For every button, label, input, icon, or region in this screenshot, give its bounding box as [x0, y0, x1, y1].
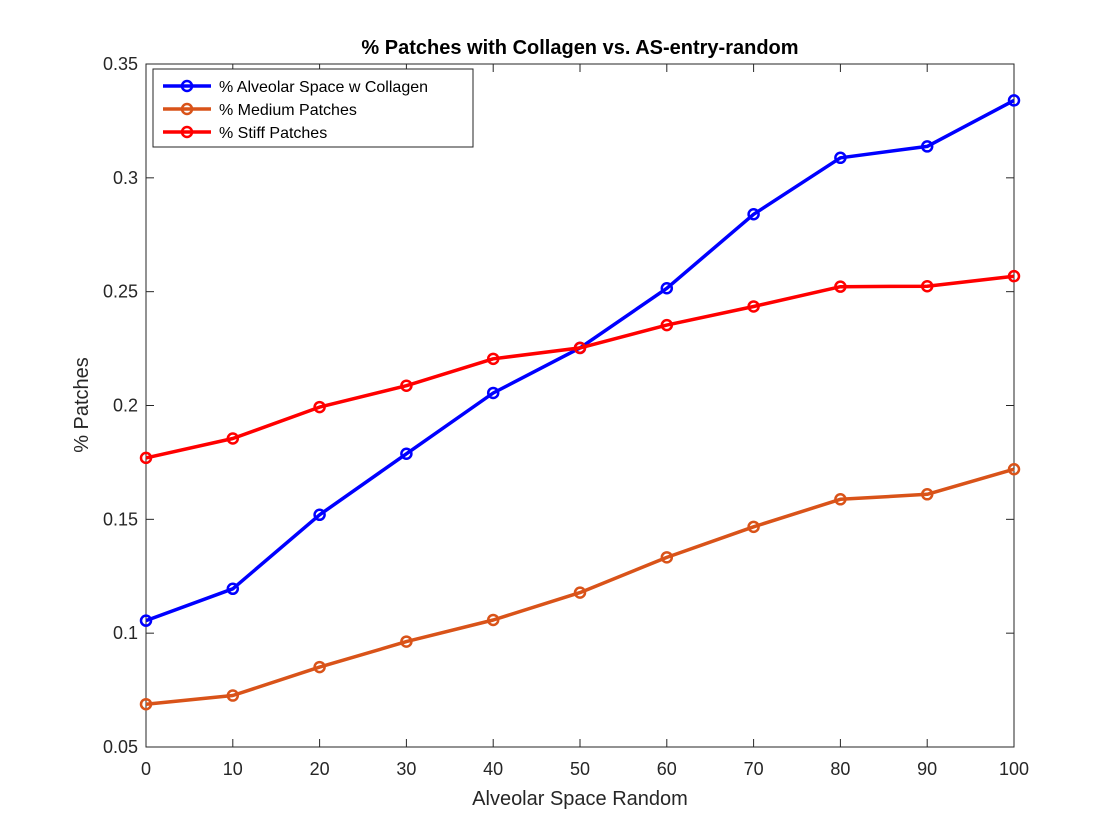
data-point	[400, 379, 413, 392]
series-2	[139, 462, 1021, 711]
series-3	[139, 269, 1021, 465]
y-tick-label: 0.05	[103, 737, 138, 757]
data-point	[660, 318, 674, 332]
data-point	[834, 151, 847, 165]
y-tick-label: 0.3	[113, 168, 138, 188]
data-point	[226, 432, 240, 445]
x-tick-label: 70	[744, 759, 764, 779]
x-tick-label: 100	[999, 759, 1029, 779]
y-tick-label: 0.25	[103, 282, 138, 302]
x-tick-label: 50	[570, 759, 590, 779]
data-point	[313, 400, 326, 414]
data-point	[920, 279, 934, 293]
x-tick-label: 60	[657, 759, 677, 779]
data-point	[226, 582, 240, 596]
data-point	[1007, 94, 1021, 107]
series-line	[145, 467, 1015, 706]
data-point	[747, 300, 760, 313]
data-point	[573, 586, 587, 599]
x-axis-label: Alveolar Space Random	[472, 788, 688, 810]
x-tick-label: 40	[483, 759, 503, 779]
data-point	[313, 508, 326, 522]
axes: 0 10 20 30 40 50 60 70 80 90 100 0.05 0.1 0.15 0.2 0.25…	[103, 54, 1029, 779]
x-tick-label: 20	[310, 759, 330, 779]
data-point	[1007, 269, 1021, 283]
data-point	[400, 635, 413, 648]
series-layer	[139, 94, 1021, 711]
legend-swatch-marker	[180, 125, 194, 139]
chart-title: % Patches with Collagen vs. AS-entry-ran…	[361, 37, 798, 59]
data-point	[834, 493, 847, 506]
data-point	[747, 520, 760, 534]
data-point	[139, 451, 153, 465]
y-tick-label: 0.15	[103, 509, 138, 529]
data-point	[313, 660, 326, 674]
data-point	[660, 282, 674, 295]
x-tick-label: 30	[396, 759, 416, 779]
series-line	[145, 274, 1015, 460]
data-point	[400, 447, 413, 461]
data-point	[747, 208, 760, 221]
legend-label: % Alveolar Space w Collagen	[219, 79, 428, 96]
data-point	[920, 140, 934, 153]
y-axis-label: % Patches	[71, 357, 93, 453]
data-point	[139, 614, 153, 627]
legend-item: % Alveolar Space w Collagen	[163, 79, 428, 96]
data-point	[573, 341, 587, 355]
legend-item: % Medium Patches	[163, 102, 357, 119]
data-point	[660, 551, 674, 564]
legend-label: % Stiff Patches	[219, 125, 327, 142]
x-tick-label: 0	[141, 759, 151, 779]
x-tick-label: 90	[917, 759, 937, 779]
y-tick-label: 0.2	[113, 396, 138, 416]
legend-swatch-marker	[180, 79, 194, 93]
x-tick-label: 10	[223, 759, 243, 779]
legend-label: % Medium Patches	[219, 102, 357, 119]
data-point	[226, 689, 240, 702]
data-point	[486, 613, 500, 627]
data-point	[486, 386, 500, 400]
legend-swatch-marker	[180, 102, 194, 116]
legend-item: % Stiff Patches	[163, 125, 327, 142]
x-tick-label: 80	[830, 759, 850, 779]
legend-box	[152, 68, 474, 148]
data-point	[920, 488, 934, 501]
data-point	[1007, 462, 1021, 476]
data-point	[834, 280, 847, 293]
y-tick-label: 0.1	[113, 623, 138, 643]
data-point	[139, 697, 153, 711]
y-tick-label: 0.35	[103, 54, 138, 74]
legend: % Alveolar Space w Collagen % Medium Patc…	[152, 68, 474, 148]
data-point	[486, 352, 500, 366]
